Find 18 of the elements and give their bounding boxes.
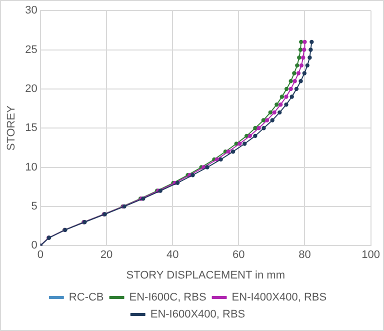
y-tick-label: 0 — [31, 240, 38, 252]
x-tick-label: 60 — [232, 249, 245, 262]
x-tick-label: 20 — [100, 249, 113, 262]
legend-label: RC-CB — [68, 292, 104, 304]
y-tick-label: 15 — [25, 122, 38, 134]
y-tick-label: 30 — [25, 4, 38, 17]
y-tick-label: 5 — [31, 200, 38, 212]
legend-label: EN-I400X400, RBS — [232, 292, 327, 304]
legend-label: EN-I600C, RBS — [129, 292, 206, 304]
x-tick-label: 40 — [166, 249, 179, 262]
x-tick-label: 80 — [298, 249, 311, 262]
legend-label: EN-I600X400, RBS — [150, 308, 246, 321]
y-tick-label: 25 — [25, 44, 38, 56]
y-tick-label: 10 — [25, 161, 38, 174]
x-tick-label: 100 — [362, 249, 380, 262]
y-tick-label: 20 — [25, 82, 38, 95]
y-axis-title: STOREY — [6, 104, 18, 151]
x-axis-title: STORY DISPLACEMENT in mm — [126, 269, 285, 282]
